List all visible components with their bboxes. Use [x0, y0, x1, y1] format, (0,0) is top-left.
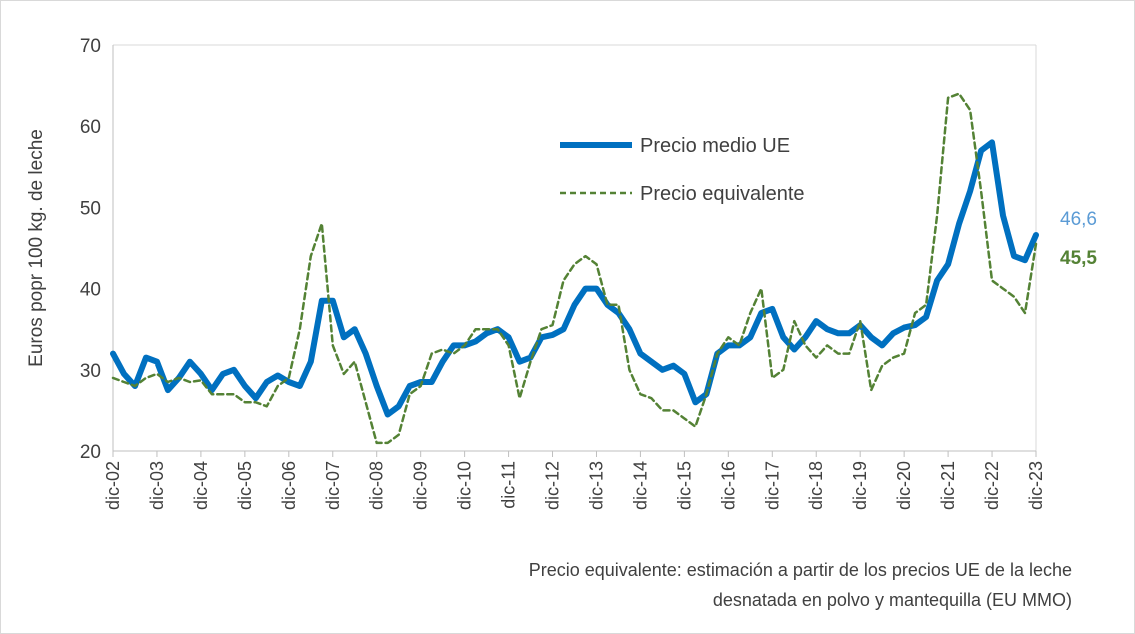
- x-tick-label: dic-14: [630, 461, 650, 510]
- end-label: 45,5: [1060, 248, 1097, 269]
- y-tick-label: 30: [80, 361, 101, 382]
- x-tick-label: dic-11: [499, 461, 519, 509]
- x-tick-label: dic-12: [543, 461, 563, 510]
- y-tick-label: 50: [80, 198, 101, 219]
- y-axis-label: Euros popr 100 kg. de leche: [26, 129, 47, 367]
- x-tick-label: dic-03: [147, 461, 167, 510]
- legend-label: Precio equivalente: [640, 183, 805, 205]
- x-tick-label: dic-23: [1026, 461, 1046, 510]
- x-tick-label: dic-18: [806, 461, 826, 510]
- x-tick-label: dic-10: [455, 461, 475, 510]
- x-tick-label: dic-22: [982, 461, 1002, 510]
- x-tick-label: dic-05: [235, 461, 255, 510]
- x-tick-label: dic-16: [718, 461, 738, 510]
- x-tick-label: dic-02: [103, 461, 123, 510]
- y-tick-label: 60: [80, 117, 101, 138]
- x-tick-label: dic-09: [411, 461, 431, 510]
- y-tick-label: 20: [80, 442, 101, 463]
- x-tick-label: dic-15: [674, 461, 694, 510]
- legend-label: Precio medio UE: [640, 135, 790, 157]
- x-tick-label: dic-20: [894, 461, 914, 510]
- x-tick-label: dic-06: [279, 461, 299, 510]
- legend-box: [548, 120, 866, 212]
- x-tick-label: dic-17: [762, 461, 782, 510]
- x-tick-label: dic-08: [367, 461, 387, 510]
- y-tick-label: 40: [80, 280, 101, 301]
- x-tick-label: dic-21: [938, 461, 958, 510]
- x-tick-label: dic-04: [191, 461, 211, 510]
- series-line: [110, 139, 1039, 418]
- x-tick-label: dic-19: [850, 461, 870, 510]
- y-tick-label: 70: [80, 36, 101, 57]
- note: desnatada en polvo y mantequilla (EU MMO…: [713, 590, 1072, 610]
- x-tick-label: dic-07: [323, 461, 343, 510]
- x-tick-label: dic-13: [586, 461, 606, 510]
- series-line: [111, 92, 1038, 445]
- note: Precio equivalente: estimación a partir …: [529, 560, 1072, 580]
- end-label: 46,6: [1060, 209, 1097, 230]
